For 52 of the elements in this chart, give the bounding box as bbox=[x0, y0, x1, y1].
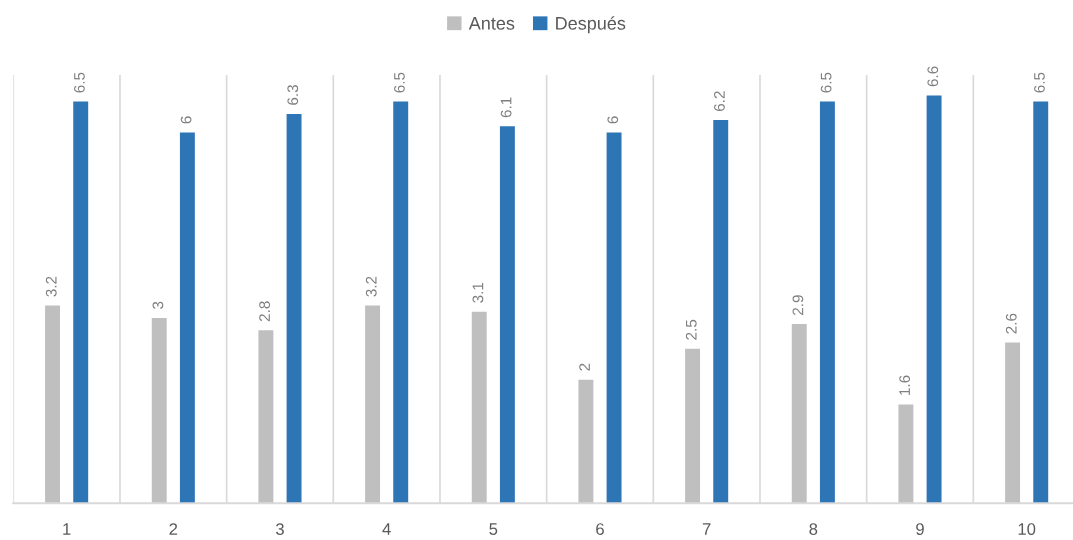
x-tick-label: 5 bbox=[489, 523, 498, 535]
legend-label: Antes bbox=[468, 17, 515, 30]
bar bbox=[471, 311, 487, 504]
data-label: 6.2 bbox=[714, 91, 725, 112]
data-label: 6.5 bbox=[74, 72, 85, 93]
bar bbox=[685, 348, 701, 504]
data-label: 6 bbox=[607, 116, 619, 124]
bar bbox=[179, 132, 195, 504]
bar bbox=[898, 404, 914, 504]
data-label: 2 bbox=[579, 363, 590, 371]
data-label: 3.2 bbox=[365, 276, 377, 297]
bar bbox=[499, 126, 515, 504]
data-label: 3 bbox=[152, 301, 164, 309]
x-tick-label: 10 bbox=[1018, 523, 1036, 535]
data-label: 6.6 bbox=[927, 66, 939, 87]
x-tick-label: 2 bbox=[169, 523, 178, 535]
legend-label: Después bbox=[556, 16, 626, 34]
bar bbox=[151, 317, 167, 504]
bar bbox=[45, 305, 61, 504]
data-label: 2.8 bbox=[259, 301, 270, 322]
data-label: 2.5 bbox=[685, 319, 697, 340]
bar bbox=[1005, 342, 1021, 504]
x-tick-label: 4 bbox=[382, 523, 391, 535]
data-label: 3.2 bbox=[45, 276, 57, 297]
data-label: 6.5 bbox=[1034, 72, 1045, 93]
data-label: 3.1 bbox=[472, 282, 484, 303]
bar bbox=[1033, 101, 1049, 504]
x-tick-label: 3 bbox=[275, 523, 284, 535]
data-label: 6 bbox=[180, 116, 192, 124]
bar bbox=[73, 101, 89, 504]
x-tick-label: 8 bbox=[809, 523, 818, 535]
bar bbox=[258, 330, 274, 504]
data-label: 6.5 bbox=[820, 72, 832, 93]
x-tick-label: 7 bbox=[702, 523, 711, 535]
data-label: 6.1 bbox=[500, 97, 512, 118]
bar bbox=[926, 95, 942, 504]
x-tick-label: 1 bbox=[63, 523, 71, 535]
bar bbox=[819, 101, 835, 504]
x-tick-label: 9 bbox=[916, 523, 924, 535]
data-label: 2.9 bbox=[792, 295, 804, 315]
bar bbox=[578, 379, 594, 504]
bar bbox=[606, 132, 622, 504]
bar bbox=[365, 305, 381, 504]
bar bbox=[791, 324, 807, 504]
x-tick-label: 6 bbox=[596, 523, 604, 535]
bar bbox=[286, 113, 302, 504]
bar bbox=[713, 120, 729, 504]
bar bbox=[393, 101, 409, 504]
data-label: 1.6 bbox=[899, 375, 911, 395]
data-label: 6.5 bbox=[394, 72, 405, 93]
data-label: 6.3 bbox=[287, 85, 299, 105]
data-label: 2.6 bbox=[1005, 313, 1017, 334]
